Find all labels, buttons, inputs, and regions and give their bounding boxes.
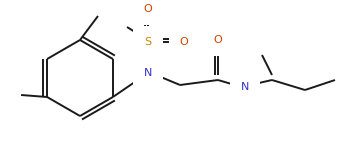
Text: N: N [144, 68, 152, 78]
Text: N: N [241, 82, 249, 92]
Text: O: O [144, 4, 152, 14]
Text: S: S [145, 37, 152, 47]
Text: O: O [214, 35, 222, 45]
Text: H: H [241, 93, 249, 103]
Text: O: O [180, 37, 188, 47]
